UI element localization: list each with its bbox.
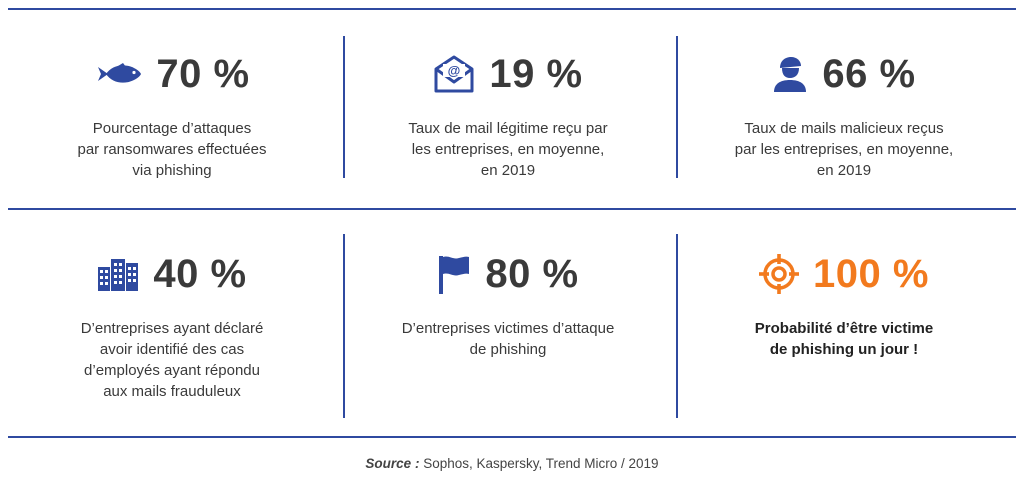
fish-icon [94,63,142,85]
flag-icon [437,254,471,294]
stat-card-phishing-victims: 80 % D’entreprises victimes d’attaque de… [348,244,668,360]
stat-value: 80 % [485,251,579,296]
middle-divider [8,208,1016,210]
stat-card-legit-mail: @ 19 % Taux de mail légitime reçu par le… [348,44,668,181]
stat-description: Pourcentage d’attaques par ransomwares e… [77,120,267,179]
stat-header: 40 % [97,244,246,304]
stat-header: 100 % [759,244,929,304]
stat-card-employees: 40 % D’entreprises ayant déclaré avoir i… [12,244,332,402]
stat-description: Taux de mails malicieux reçus par les en… [734,120,954,179]
stat-header: 70 % [94,44,249,104]
stat-description: Probabilité d’être victime de phishing u… [754,320,934,358]
email-icon: @ [433,55,475,93]
source-note: Source : Sophos, Kaspersky, Trend Micro … [0,456,1024,471]
stat-value: 40 % [153,251,247,296]
stat-description: D’entreprises victimes d’attaque de phis… [401,320,615,358]
stat-value: 100 % [813,251,929,296]
target-icon [759,254,800,294]
stat-card-malicious-mail: 66 % Taux de mails malicieux reçus par l… [684,44,1004,181]
column-divider [343,36,345,178]
stat-header: 66 % [772,44,915,104]
top-divider [8,8,1016,10]
stat-description: D’entreprises ayant déclaré avoir identi… [80,320,264,400]
column-divider [676,234,678,418]
bottom-divider [8,436,1016,438]
stat-header: @ 19 % [433,44,582,104]
source-label: Source : [365,456,420,471]
stat-value: 19 % [489,51,583,96]
column-divider [676,36,678,178]
buildings-icon [97,257,139,291]
stat-header: 80 % [437,244,578,304]
user-icon [772,56,808,92]
stat-value: 66 % [822,51,916,96]
stat-card-ransomware: 70 % Pourcentage d’attaques par ransomwa… [12,44,332,181]
stat-value: 70 % [156,51,250,96]
stat-card-probability: 100 % Probabilité d’être victime de phis… [684,244,1004,360]
stat-description: Taux de mail légitime reçu par les entre… [408,120,608,179]
source-text: Sophos, Kaspersky, Trend Micro / 2019 [419,456,659,471]
column-divider [343,234,345,418]
svg-text:@: @ [448,63,461,78]
